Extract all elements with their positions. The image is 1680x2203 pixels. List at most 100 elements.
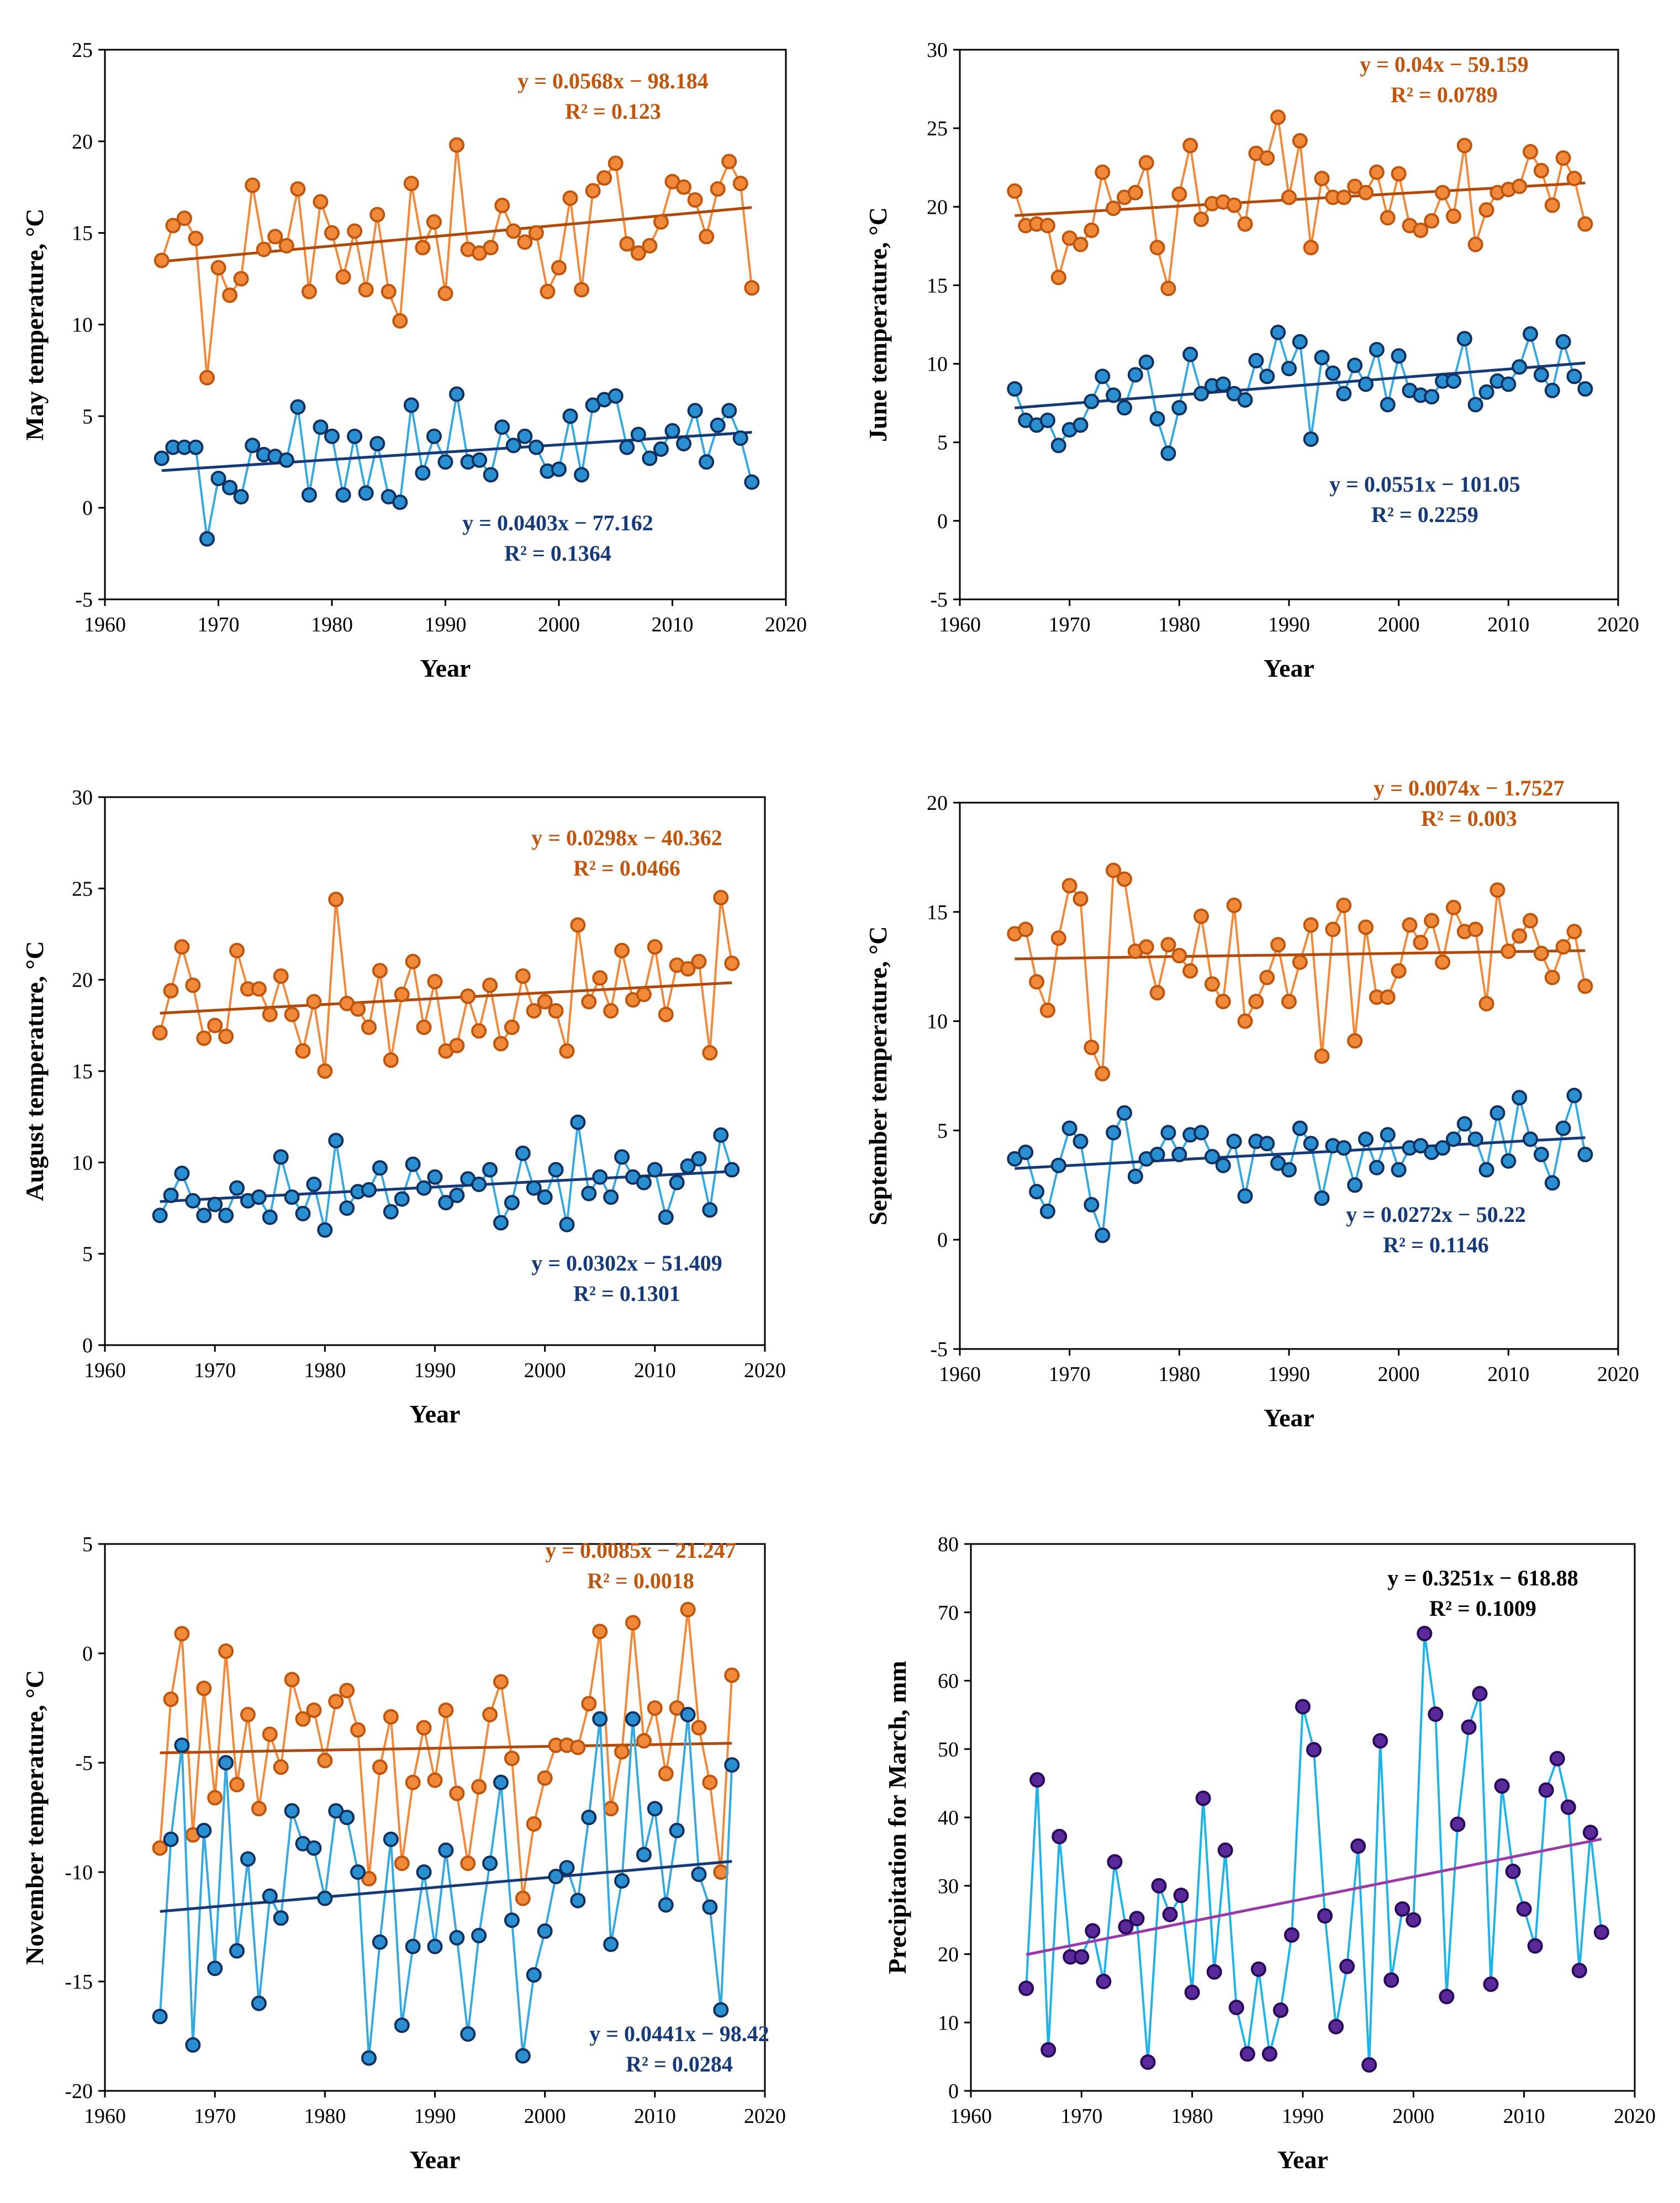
data-point [350, 1864, 366, 1880]
data-point [405, 1774, 421, 1790]
data-point [515, 1145, 531, 1161]
data-point [196, 1822, 212, 1838]
data-point [295, 1711, 311, 1727]
data-point [1577, 216, 1593, 232]
data-point [328, 1132, 344, 1148]
data-point [732, 176, 748, 192]
y-tick-label: 15 [72, 1060, 93, 1083]
data-point [592, 970, 608, 986]
data-point [416, 1864, 432, 1880]
data-point [570, 917, 586, 933]
data-point [1283, 1927, 1299, 1943]
data-point [347, 428, 363, 444]
data-point [724, 1757, 740, 1773]
data-point [1029, 1772, 1045, 1788]
data-point [603, 1189, 619, 1205]
data-point [1084, 393, 1100, 409]
data-point [1314, 350, 1330, 366]
trend-r2: R² = 0.0466 [573, 856, 680, 881]
data-point [306, 1702, 322, 1718]
data-point [713, 2002, 729, 2018]
x-tick-label: 1990 [414, 1359, 456, 1382]
data-point [1095, 1066, 1111, 1082]
data-point [449, 386, 465, 402]
data-point [1544, 382, 1560, 398]
data-point [1151, 1878, 1167, 1894]
data-point [306, 994, 322, 1010]
data-point [1050, 270, 1066, 286]
data-point [1039, 218, 1055, 234]
data-point [1084, 1040, 1100, 1056]
x-tick-label: 1990 [425, 613, 467, 636]
trend-line [1015, 1136, 1586, 1170]
trend-equation: y = 0.04x − 59.159 [1360, 52, 1529, 77]
data-point [290, 399, 306, 415]
data-point [416, 1720, 432, 1736]
data-point [1501, 1153, 1517, 1169]
chart-precip: 0 10 20 30 40 50 60 70 80 1960 1970 1980 1990 2000 201… [883, 1533, 1656, 2174]
data-point [1538, 1782, 1554, 1798]
x-tick-label: 1970 [1049, 1363, 1091, 1386]
data-point [229, 1777, 245, 1793]
data-point [185, 977, 201, 993]
x-tick-label: 2010 [652, 613, 694, 636]
data-point [1361, 2057, 1377, 2073]
y-tick-label: 30 [938, 1875, 959, 1898]
data-point [1195, 1790, 1211, 1806]
data-point [1424, 213, 1440, 229]
x-tick-label: 2010 [634, 2105, 676, 2128]
data-point [163, 983, 179, 999]
chart-may: -5 0 5 10 15 20 25 1960 1970 1980 1990 2000 2010 2020… [20, 39, 807, 682]
data-point [1456, 1116, 1472, 1132]
data-point [482, 977, 498, 993]
data-point [328, 1694, 344, 1710]
data-point [482, 1856, 498, 1872]
x-tick-label: 1970 [1049, 613, 1091, 636]
y-tick-label: 0 [82, 1334, 93, 1357]
data-point [1369, 164, 1385, 180]
data-point [317, 1222, 333, 1238]
data-point [1050, 438, 1066, 454]
data-point [691, 1866, 707, 1882]
data-point [328, 892, 344, 908]
data-point [394, 2017, 410, 2033]
y-tick-label: 30 [927, 39, 948, 62]
data-point [680, 1158, 696, 1174]
series-precipitation: y = 0.3251x − 618.88 R² = 0.1009 [1018, 1566, 1609, 2073]
data-point [1533, 367, 1549, 383]
y-tick-label: 0 [948, 2080, 959, 2103]
data-point [1193, 212, 1209, 228]
data-point [174, 1166, 190, 1182]
data-point [1149, 985, 1165, 1001]
data-point [1217, 1842, 1233, 1858]
data-point [1467, 921, 1483, 937]
data-point [229, 1180, 245, 1196]
data-point [1472, 1686, 1488, 1702]
x-tick-label: 2000 [538, 613, 580, 636]
data-point [1050, 930, 1066, 946]
data-point [647, 1162, 663, 1178]
data-point [361, 2050, 377, 2066]
data-point [1336, 189, 1352, 205]
data-point [1248, 993, 1264, 1009]
data-point [1073, 236, 1089, 252]
data-point [1085, 1923, 1101, 1939]
data-point [1446, 1131, 1461, 1147]
data-point [1138, 354, 1154, 370]
data-point [592, 1711, 608, 1727]
y-tick-label: -5 [930, 588, 948, 612]
data-point [1261, 2046, 1277, 2062]
data-point [1467, 397, 1483, 413]
trend-r2: R² = 0.0789 [1391, 82, 1498, 107]
data-point [614, 942, 630, 958]
data-point [1523, 144, 1539, 160]
data-point [196, 1030, 212, 1046]
data-point [1406, 1912, 1422, 1928]
chart-june: -5 0 5 10 15 20 25 30 1960 1970 1980 1990 2000 2010 20… [864, 39, 1639, 682]
data-point [437, 454, 453, 470]
data-point [284, 1672, 300, 1688]
data-point [625, 1711, 641, 1727]
x-tick-label: 2020 [744, 1359, 786, 1382]
data-point [222, 479, 238, 496]
y-axis-title: May temperature, °C [20, 209, 49, 441]
